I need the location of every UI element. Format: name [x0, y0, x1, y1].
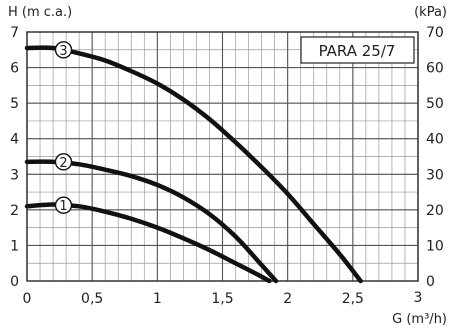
x-axis-label: G (m³/h): [392, 312, 447, 327]
x-tick-label: 2: [283, 291, 292, 307]
curve-1: [24, 202, 272, 284]
y-right-tick-label: 30: [426, 167, 444, 183]
x-tick-label: 3: [414, 290, 423, 306]
model-label-box: PARA 25/7: [300, 36, 415, 64]
y-right-tick-label: 70: [426, 25, 444, 41]
model-label: PARA 25/7: [319, 42, 396, 60]
x-tick-label: 0,5: [81, 291, 103, 307]
y-tick-label: 1: [10, 238, 19, 254]
curve-label-circle-1: [54, 196, 73, 214]
y-tick-label: 6: [10, 61, 19, 77]
curve-label-circle-2: [54, 153, 73, 171]
y-right-tick-label: 20: [426, 203, 444, 219]
y-tick-label: 7: [10, 25, 19, 41]
y-tick-label: 3: [10, 167, 19, 183]
y-right-tick-label: 10: [426, 238, 444, 254]
x-tick-label: 0: [23, 291, 32, 307]
curve-3: [24, 45, 363, 284]
y-tick-label: 0: [10, 274, 19, 290]
y-right-tick-label: 40: [426, 132, 444, 148]
curve-label-circle-3: [54, 41, 73, 59]
curve-labels: 1 2 3: [54, 41, 73, 214]
y-tick-label: 4: [10, 132, 19, 148]
y-axis-label-right: (kPa): [414, 5, 447, 20]
y-axis-label: H (m c.a.): [8, 5, 72, 20]
curves: [24, 45, 363, 284]
y-right-tick-label: 0: [426, 274, 435, 290]
y-right-tick-label: 60: [426, 61, 444, 77]
x-tick-label: 1: [153, 291, 162, 307]
x-tick-label: 1,5: [211, 291, 233, 307]
plot-frame: [26, 31, 419, 282]
y-tick-label: 2: [10, 203, 19, 219]
curve-label-1: 1: [59, 199, 67, 214]
curve-label-2: 2: [59, 156, 67, 171]
y-right-tick-label: 50: [426, 96, 444, 112]
y-tick-label: 5: [10, 96, 19, 112]
x-tick-label: 2,5: [342, 291, 364, 307]
curve-label-3: 3: [59, 44, 67, 59]
